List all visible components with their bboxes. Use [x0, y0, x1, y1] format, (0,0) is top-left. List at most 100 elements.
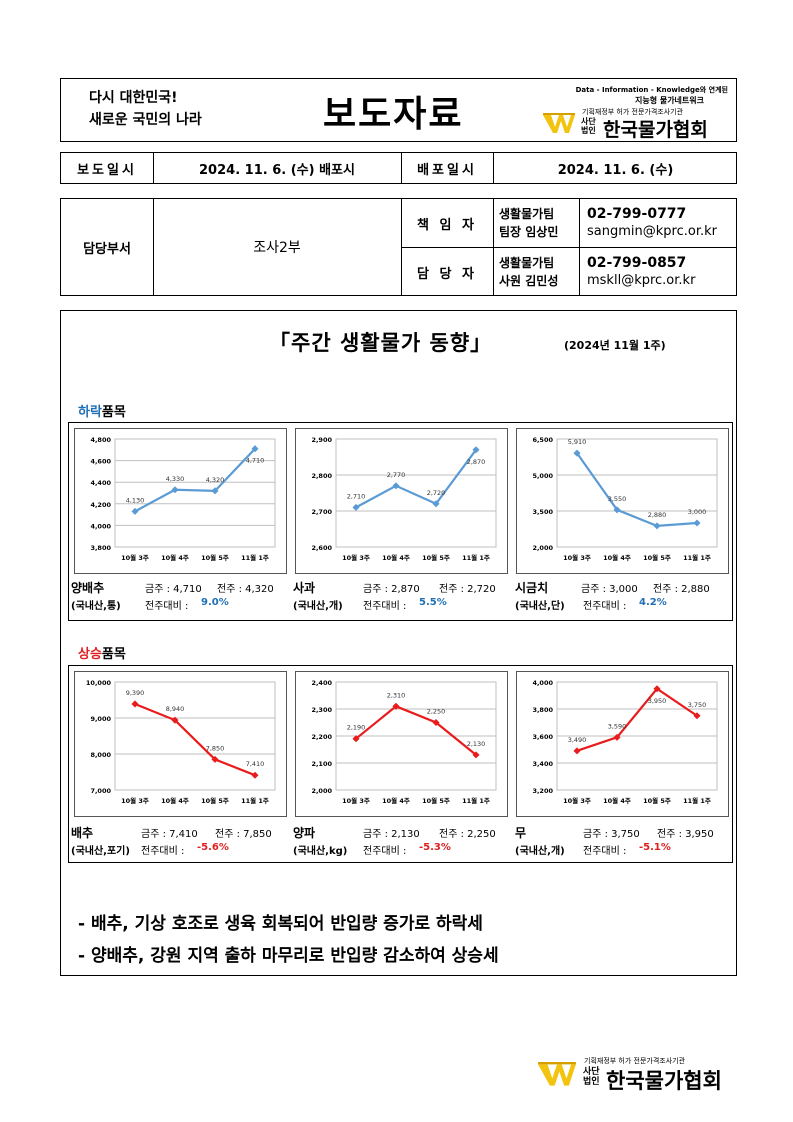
change-value: 4.2% [639, 597, 667, 608]
dept-label: 담당부서 [83, 241, 131, 257]
x-tick-label: 11월 1주 [241, 796, 269, 805]
change-label: 전주대비 : [145, 601, 189, 612]
plot-area [114, 438, 276, 548]
x-tick-label: 10월 5주 [422, 796, 450, 805]
contact-table: 담당부서 조사2부 책 임 자 담 당 자 생활물가팀 팀장 임상민 02-79… [60, 198, 737, 296]
y-tick-label: 2,300 [311, 706, 332, 714]
x-tick-label: 10월 3주 [563, 553, 591, 562]
x-tick-label: 10월 5주 [201, 796, 229, 805]
last-week: 전주 : 2,720 [439, 584, 496, 595]
x-tick-label: 10월 3주 [342, 553, 370, 562]
last-week: 전주 : 2,880 [653, 584, 710, 595]
data-point [251, 771, 259, 779]
y-tick-label: 3,400 [532, 760, 553, 768]
y-tick-label: 4,800 [90, 436, 111, 444]
rising-chart-row: 7,000 8,000 9,000 10,000 10월 3주 10월 4주 10월 5주 1… [68, 665, 733, 863]
data-label: 2,880 [648, 511, 667, 519]
release-date-value: 2024. 11. 6. (수) 배포시 [199, 162, 355, 178]
data-point [251, 445, 259, 453]
data-point [432, 500, 440, 508]
data-label: 7,410 [246, 760, 265, 768]
slogan-line1: 다시 대한민국! [89, 90, 178, 106]
responsible-label: 책 임 자 [417, 218, 477, 233]
this-week: 금주 : 3,750 [583, 829, 640, 840]
x-tick-label: 10월 3주 [121, 796, 149, 805]
this-week: 금주 : 3,000 [581, 584, 638, 595]
header-box: 다시 대한민국! 새로운 국민의 나라 보도자료 Data - Informat… [60, 78, 737, 142]
org-logo: 기획재정부 허가 전문가격조사기관 사단 법인 한국물가협회 [543, 107, 733, 141]
x-tick-label: 10월 5주 [643, 796, 671, 805]
y-tick-label: 3,800 [90, 544, 111, 552]
release-date-label: 보도일시 [77, 162, 137, 178]
x-tick-label: 10월 3주 [563, 796, 591, 805]
y-tick-label: 2,200 [311, 733, 332, 741]
data-label: 3,590 [608, 722, 627, 730]
staff-person: 사원 김민성 [499, 274, 559, 288]
y-tick-label: 4,400 [90, 479, 111, 487]
y-tick-label: 7,000 [90, 787, 111, 795]
change-value: 5.5% [419, 597, 447, 608]
item-name: 양파 [293, 826, 316, 840]
change-value: 9.0% [201, 597, 229, 608]
x-tick-label: 11월 1주 [462, 553, 490, 562]
logo-mark-icon [543, 113, 575, 133]
data-label: 3,490 [568, 736, 587, 744]
x-tick-label: 11월 1주 [683, 796, 711, 805]
series-line [134, 702, 256, 777]
y-tick-label: 5,000 [532, 472, 553, 480]
data-point [211, 487, 219, 495]
x-tick-label: 10월 4주 [161, 553, 189, 562]
data-point [613, 506, 621, 514]
data-label: 7,850 [206, 744, 225, 752]
responsible-email[interactable]: sangmin@kprc.or.kr [587, 224, 717, 239]
data-label: 4,330 [166, 475, 185, 483]
report-title: 「주간 생활물가 동향」 [269, 331, 493, 355]
series-line [576, 687, 698, 752]
chart-napa-cabbage: 7,000 8,000 9,000 10,000 10월 3주 10월 4주 10월 5주 1… [86, 679, 276, 805]
y-tick-label: 3,800 [532, 706, 553, 714]
data-point [693, 712, 701, 720]
y-tick-label: 2,700 [311, 508, 332, 516]
item-unit: (국내산,단) [515, 601, 565, 612]
data-point [693, 519, 701, 527]
data-point [653, 522, 661, 530]
x-tick-label: 10월 5주 [422, 553, 450, 562]
logo-mark-icon [538, 1062, 576, 1086]
series-line [134, 447, 256, 513]
last-week: 전주 : 3,950 [657, 829, 714, 840]
x-tick-label: 10월 4주 [161, 796, 189, 805]
y-tick-label: 9,000 [90, 715, 111, 723]
data-label: 2,190 [347, 724, 366, 732]
page-title: 보도자료 [323, 93, 464, 135]
staff-email[interactable]: mskll@kprc.or.kr [587, 273, 696, 288]
falling-section-label: 하락품목 [78, 401, 126, 420]
chart-panel-onion: 2,000 2,100 2,200 2,300 2,400 10월 3주 10월 4주 10월… [295, 671, 508, 817]
responsible-person: 팀장 임상민 [499, 225, 559, 239]
summary-bullet-2: - 양배추, 강원 지역 출하 마무리로 반입량 감소하여 상승세 [78, 946, 499, 966]
last-week: 전주 : 4,320 [217, 584, 274, 595]
responsible-phone: 02-799-0777 [587, 206, 687, 222]
y-tick-label: 4,000 [532, 679, 553, 687]
report-box: 「주간 생활물가 동향」 (2024년 11월 1주) 하락품목 3,800 4,… [60, 310, 737, 976]
chart-cabbage-head: 3,800 4,000 4,200 4,400 4,600 4,800 10월 3주 10월 … [90, 436, 276, 562]
data-label: 2,310 [387, 691, 406, 699]
item-name: 무 [515, 826, 527, 840]
data-label: 2,250 [427, 708, 446, 716]
rising-label-rest: 품목 [101, 647, 126, 662]
data-point [432, 718, 440, 727]
x-tick-label: 10월 3주 [121, 553, 149, 562]
y-tick-label: 2,000 [311, 787, 332, 795]
change-label: 전주대비 : [583, 601, 627, 612]
chart-onion: 2,000 2,100 2,200 2,300 2,400 10월 3주 10월 4주 10월… [311, 679, 497, 805]
data-label: 4,710 [246, 457, 265, 465]
x-tick-label: 10월 4주 [382, 796, 410, 805]
y-tick-label: 6,500 [532, 436, 553, 444]
y-tick-label: 8,000 [90, 751, 111, 759]
y-tick-label: 2,100 [311, 760, 332, 768]
item-name: 양배추 [71, 581, 105, 595]
y-tick-label: 4,000 [90, 522, 111, 530]
distribution-value: 2024. 11. 6. (수) [557, 162, 674, 178]
y-tick-label: 3,500 [532, 508, 553, 516]
chart-panel-napa-cabbage: 7,000 8,000 9,000 10,000 10월 3주 10월 4주 10월 5주 1… [74, 671, 287, 817]
data-point [392, 702, 400, 710]
